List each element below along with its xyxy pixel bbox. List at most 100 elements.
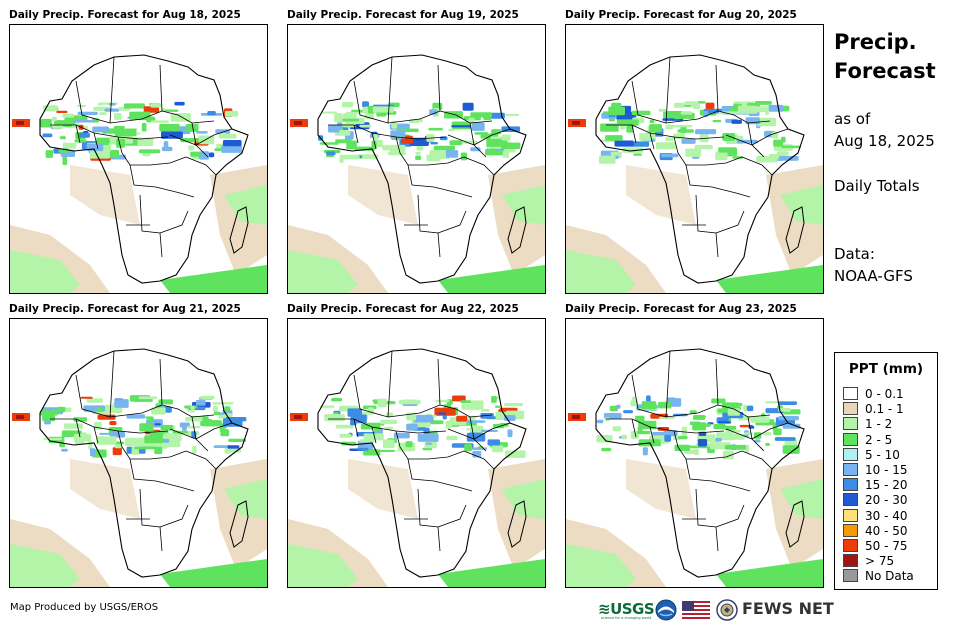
precip-cell bbox=[174, 101, 185, 106]
precip-cell bbox=[467, 420, 486, 423]
precip-cell bbox=[86, 398, 103, 403]
precip-cell bbox=[632, 141, 650, 147]
legend-item: 40 - 50 bbox=[843, 523, 908, 538]
precip-cell bbox=[112, 447, 122, 456]
country-border bbox=[715, 358, 719, 406]
madagascar-outline bbox=[785, 206, 805, 254]
ocean-rain bbox=[288, 544, 358, 587]
precip-cell bbox=[74, 437, 85, 445]
precip-cell bbox=[771, 131, 779, 139]
country-border bbox=[129, 164, 195, 198]
ocean-rain bbox=[780, 479, 823, 519]
precip-cell bbox=[614, 140, 634, 147]
panel-title: Daily Precip. Forecast for Aug 22, 2025 bbox=[287, 303, 519, 315]
legend-swatch bbox=[843, 508, 858, 522]
country-border bbox=[606, 124, 725, 140]
legend-label: 10 - 15 bbox=[865, 463, 908, 477]
precip-cell bbox=[731, 119, 742, 124]
country-border bbox=[447, 134, 475, 146]
precip-cell bbox=[99, 112, 107, 115]
precip-cell bbox=[732, 156, 744, 159]
precip-cell bbox=[665, 124, 674, 130]
precip-cell bbox=[196, 399, 206, 406]
precip-cell bbox=[605, 135, 623, 141]
precip-cell bbox=[190, 405, 195, 413]
precip-cell bbox=[94, 422, 102, 430]
precip-cell bbox=[110, 431, 126, 438]
legend-item: 10 - 15 bbox=[843, 463, 908, 477]
country-border bbox=[75, 418, 81, 438]
precip-cell bbox=[406, 423, 418, 431]
africa-outline bbox=[595, 348, 805, 578]
precip-cell bbox=[646, 395, 651, 403]
precip-cell bbox=[56, 406, 66, 413]
precip-cell bbox=[635, 415, 645, 422]
precip-cell bbox=[185, 124, 199, 132]
precip-cell bbox=[125, 437, 146, 447]
precip-cell bbox=[389, 144, 406, 153]
precip-cell bbox=[215, 129, 231, 134]
fews-net-logo: FEWS NET bbox=[742, 599, 834, 618]
precip-cell bbox=[449, 140, 462, 146]
precip-cell bbox=[151, 407, 166, 415]
precip-cell bbox=[56, 110, 68, 113]
precip-cell bbox=[59, 136, 66, 140]
precip-cell bbox=[114, 113, 122, 120]
precip-cell bbox=[470, 112, 493, 118]
country-border bbox=[437, 358, 441, 406]
legend-swatch bbox=[843, 569, 858, 583]
precip-cell bbox=[674, 102, 685, 108]
country-border bbox=[395, 430, 465, 460]
precip-cell bbox=[504, 415, 516, 421]
precip-cell bbox=[96, 436, 117, 445]
precip-cell bbox=[141, 122, 147, 132]
land-drizzle bbox=[70, 459, 140, 519]
africa-map-svg bbox=[10, 348, 267, 587]
precip-cell bbox=[781, 136, 786, 143]
precip-map bbox=[287, 318, 546, 588]
panel-title: Daily Precip. Forecast for Aug 21, 2025 bbox=[9, 303, 241, 315]
country-border bbox=[353, 56, 393, 124]
legend-item: 20 - 30 bbox=[843, 493, 908, 507]
africa-map-svg bbox=[288, 348, 545, 587]
country-border bbox=[631, 56, 671, 124]
precip-cell bbox=[695, 129, 717, 135]
precip-cell bbox=[40, 410, 58, 416]
legend-label: No Data bbox=[865, 569, 914, 584]
panel-title: Daily Precip. Forecast for Aug 19, 2025 bbox=[287, 9, 519, 21]
precip-cell bbox=[601, 447, 612, 452]
country-border bbox=[129, 458, 195, 492]
precip-cell bbox=[660, 153, 679, 158]
precip-cell bbox=[697, 439, 708, 447]
precip-cell bbox=[502, 150, 509, 158]
country-border bbox=[387, 110, 441, 124]
legend-label: 40 - 50 bbox=[865, 523, 908, 538]
precip-cell bbox=[631, 110, 651, 116]
precip-cell bbox=[471, 122, 485, 131]
precip-cell bbox=[599, 155, 616, 164]
precip-cell bbox=[782, 445, 800, 454]
precip-cell bbox=[359, 124, 372, 128]
precip-cell bbox=[677, 129, 694, 133]
country-border bbox=[741, 450, 773, 470]
precip-cell bbox=[80, 396, 93, 399]
precip-cell bbox=[756, 117, 776, 127]
madagascar-outline bbox=[229, 500, 249, 548]
country-border bbox=[463, 156, 495, 176]
side-title: Precip. Forecast bbox=[834, 28, 936, 86]
legend-label: 2 - 5 bbox=[865, 432, 893, 447]
precip-cell bbox=[321, 111, 337, 114]
precip-cell bbox=[715, 151, 728, 161]
precip-cell bbox=[754, 439, 761, 443]
precip-cell bbox=[376, 449, 395, 452]
land-drizzle bbox=[348, 459, 418, 519]
country-border bbox=[371, 426, 377, 444]
country-border bbox=[353, 350, 393, 418]
as-of-label: as of Aug 18, 2025 bbox=[834, 108, 935, 152]
ocean-rain bbox=[288, 250, 358, 293]
precip-cell bbox=[649, 119, 655, 124]
legend-item: 15 - 20 bbox=[843, 478, 908, 492]
precip-cell bbox=[484, 150, 503, 156]
precip-cell bbox=[630, 431, 639, 439]
panel-title: Daily Precip. Forecast for Aug 18, 2025 bbox=[9, 9, 241, 21]
